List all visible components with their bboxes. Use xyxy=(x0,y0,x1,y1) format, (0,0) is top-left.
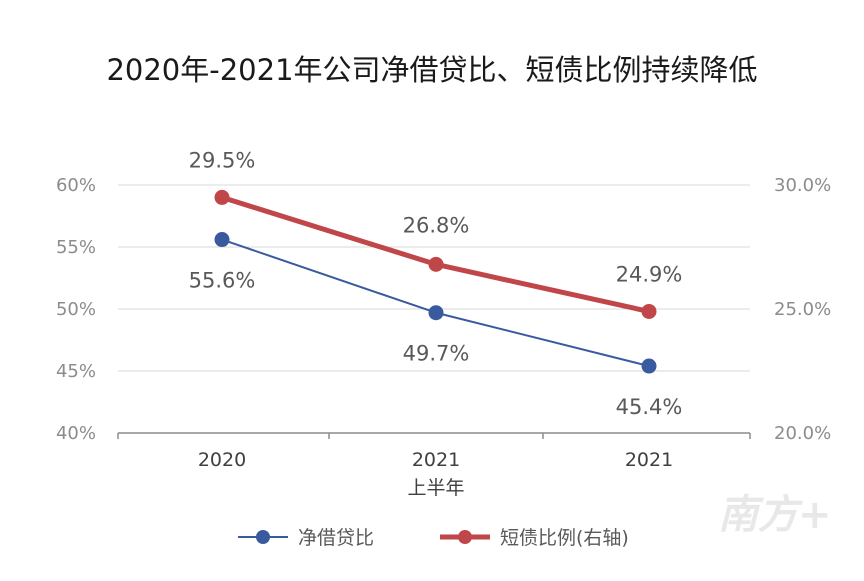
data-label: 49.7% xyxy=(403,342,470,366)
data-label: 55.6% xyxy=(189,269,256,293)
x-tick-label: 2021 xyxy=(412,449,460,471)
legend-marker xyxy=(458,530,472,544)
data-point xyxy=(428,305,444,321)
y-left-tick-label: 55% xyxy=(56,237,96,258)
data-label: 26.8% xyxy=(403,213,470,237)
data-label: 29.5% xyxy=(189,148,256,172)
y-left-tick-label: 50% xyxy=(56,299,96,320)
data-label: 24.9% xyxy=(616,262,683,286)
data-label: 45.4% xyxy=(616,395,683,419)
data-point xyxy=(214,189,230,205)
data-point xyxy=(641,303,657,319)
watermark-logo: 南方+ xyxy=(718,492,832,538)
x-tick-label: 2020 xyxy=(198,449,246,471)
data-point xyxy=(214,232,230,248)
y-right-tick-label: 30.0% xyxy=(774,175,831,196)
y-left-tick-label: 45% xyxy=(56,361,96,382)
y-left-tick-label: 60% xyxy=(56,175,96,196)
y-left-tick-label: 40% xyxy=(56,423,96,444)
legend-label: 短债比例(右轴) xyxy=(500,527,629,549)
y-right-tick-label: 25.0% xyxy=(774,299,831,320)
chart-title: 2020年-2021年公司净借贷比、短债比例持续降低 xyxy=(106,53,757,87)
data-point xyxy=(428,256,444,272)
legend-marker xyxy=(256,530,270,544)
data-point xyxy=(641,358,657,374)
x-tick-label: 上半年 xyxy=(407,477,464,499)
legend-label: 净借贷比 xyxy=(298,527,374,549)
y-right-tick-label: 20.0% xyxy=(774,423,831,444)
x-tick-label: 2021 xyxy=(625,449,673,471)
